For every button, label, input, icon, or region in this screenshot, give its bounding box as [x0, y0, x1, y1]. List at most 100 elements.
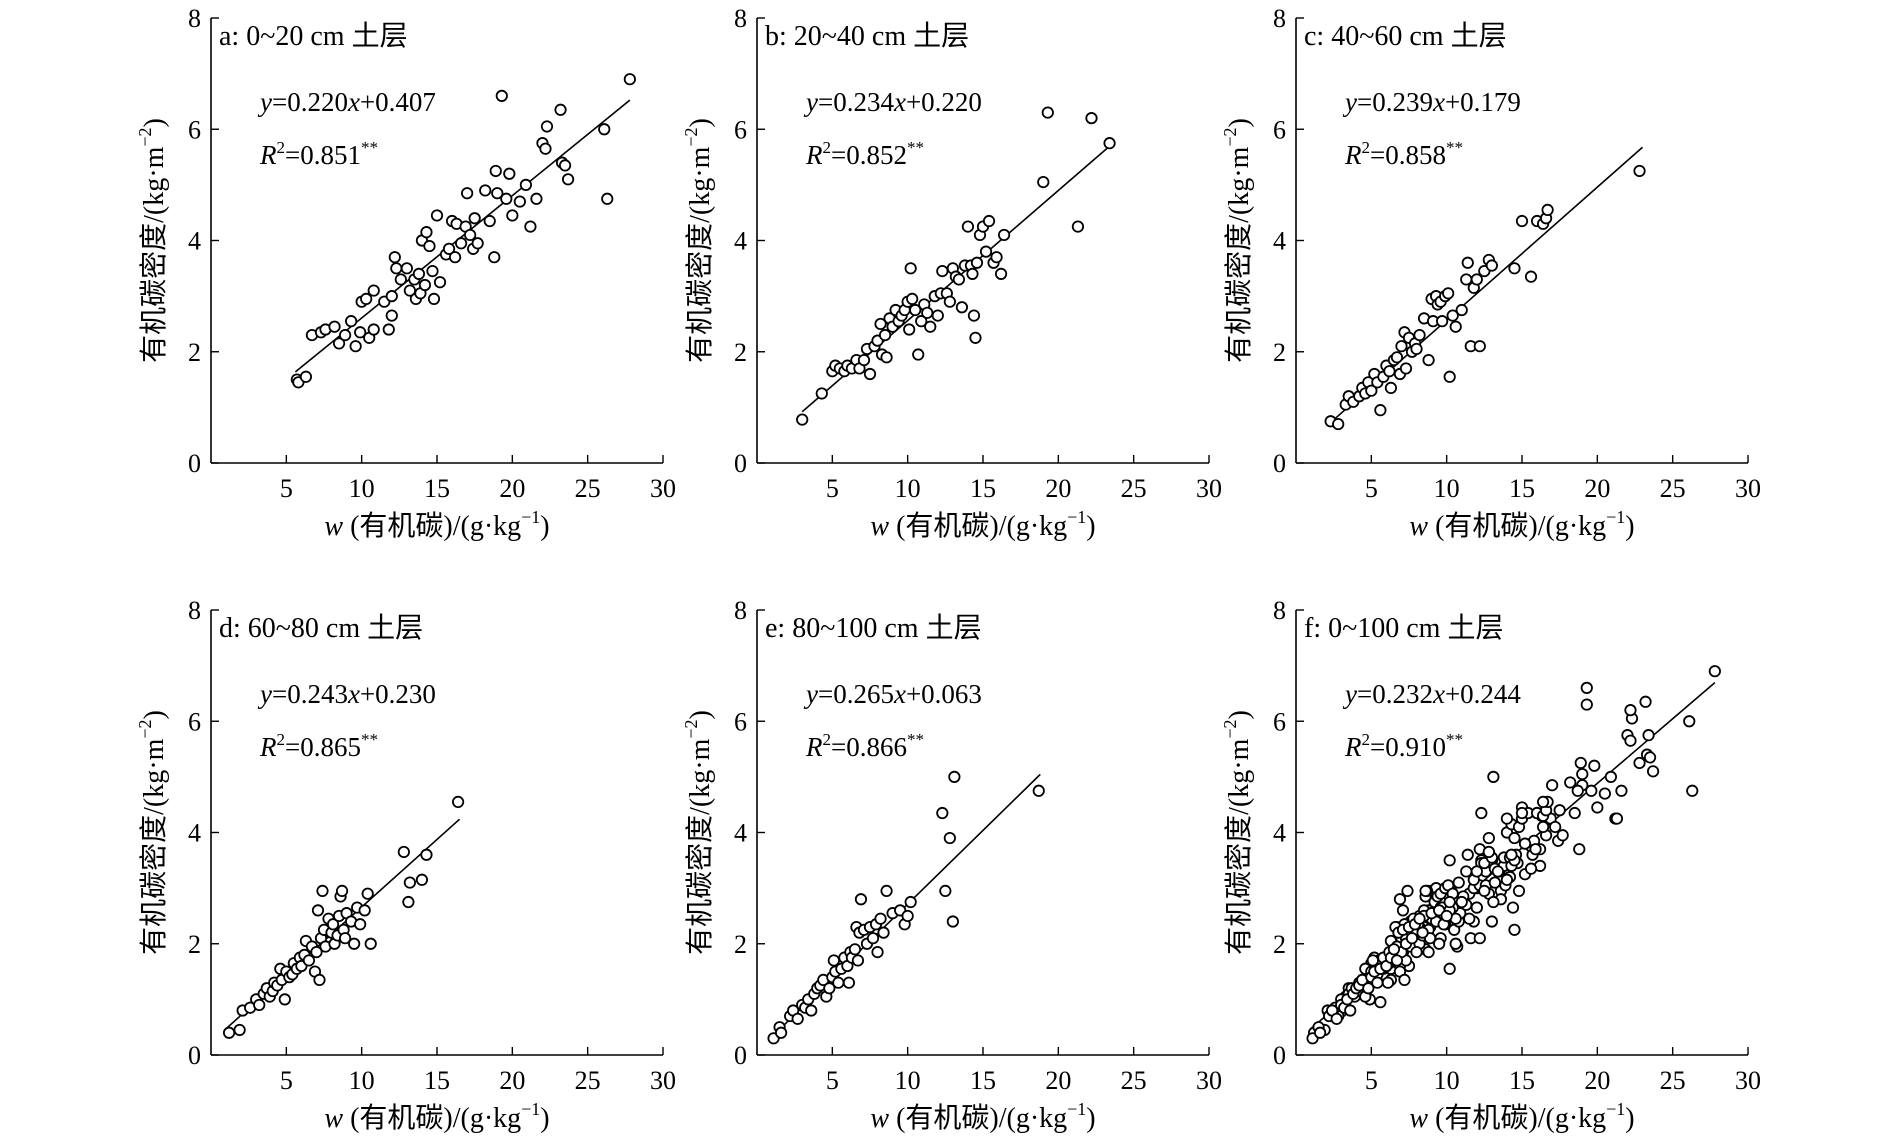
data-point [1506, 901, 1520, 914]
data-point [1422, 353, 1435, 367]
data-point [1419, 884, 1432, 898]
data-point [1390, 954, 1404, 967]
y-tick-label: 6 [1273, 115, 1286, 144]
y-axis-label: 有机碳密度/(kg·m−2) [681, 118, 716, 363]
data-point [488, 251, 501, 264]
x-tick-label: 10 [1434, 474, 1460, 503]
data-point [966, 267, 979, 280]
data-point [878, 328, 892, 342]
data-point [1515, 214, 1529, 228]
data-point [1568, 806, 1581, 820]
data-point [427, 292, 441, 306]
data-point [500, 192, 513, 205]
data-point [402, 895, 415, 909]
r-squared-label: R2=0.866** [805, 730, 924, 762]
r-squared-label: R2=0.852** [805, 138, 924, 170]
data-point [851, 954, 865, 967]
data-point [503, 167, 516, 180]
x-tick-label: 5 [280, 474, 293, 503]
data-point [1536, 795, 1550, 809]
data-point [854, 893, 868, 906]
x-tick-label: 5 [280, 1066, 293, 1095]
data-point [805, 1004, 818, 1017]
x-tick-label: 20 [1584, 1066, 1610, 1095]
data-point [1387, 943, 1401, 956]
data-point [1591, 801, 1604, 814]
y-tick-label: 6 [734, 707, 747, 736]
data-point [361, 887, 374, 900]
y-tick-label: 0 [188, 449, 201, 478]
y-axis-label: 有机碳密度/(kg·m−2) [135, 118, 170, 363]
regression-equation: y=0.234x+0.220 [803, 87, 982, 117]
x-tick-label: 10 [895, 1066, 921, 1095]
data-point [415, 873, 429, 886]
y-tick-label: 2 [734, 930, 747, 959]
data-point [1487, 770, 1500, 783]
x-tick-label: 30 [650, 474, 676, 503]
data-point [278, 993, 291, 1006]
data-point [1422, 945, 1435, 959]
panel-d: 5 10 15 20 25 30 0 2 4 6 8 d: 60~80 cm 土层 y=0.243x+0… [135, 596, 676, 1134]
data-point [904, 262, 917, 275]
data-point [233, 1023, 246, 1037]
data-point [332, 337, 346, 350]
panel-label: f: 0~100 cm 土层 [1304, 612, 1503, 644]
data-point [1398, 973, 1411, 987]
data-point [1452, 876, 1465, 889]
x-tick-label: 15 [424, 1066, 450, 1095]
data-point [354, 326, 367, 339]
data-point [877, 926, 890, 939]
x-tick-label: 15 [1509, 474, 1535, 503]
data-point [1633, 164, 1646, 178]
data-point [1524, 862, 1538, 875]
data-point [338, 328, 352, 342]
data-point [316, 884, 329, 898]
data-point [1615, 784, 1628, 797]
data-point [1461, 848, 1474, 861]
x-tick-label: 15 [1509, 1066, 1535, 1095]
y-tick-label: 6 [1273, 707, 1286, 736]
y-tick-label: 8 [188, 596, 201, 625]
r-squared-label: R2=0.910** [1344, 730, 1463, 762]
data-point [906, 292, 919, 306]
data-point [1314, 1026, 1327, 1039]
data-point [1473, 932, 1486, 945]
data-point [455, 237, 468, 250]
y-tick-label: 8 [1273, 4, 1286, 33]
data-point [385, 309, 398, 322]
x-tick-label: 15 [970, 1066, 996, 1095]
data-point [420, 848, 433, 861]
data-point [1405, 932, 1419, 945]
data-point [313, 973, 326, 987]
data-point [464, 228, 477, 242]
regression-equation: y=0.243x+0.230 [257, 679, 436, 709]
x-tick-label: 10 [1434, 1066, 1460, 1095]
data-point [880, 884, 893, 898]
data-point [1573, 843, 1586, 856]
x-tick-label: 20 [1045, 1066, 1071, 1095]
data-point [1332, 417, 1345, 431]
x-axis-label: w (有机碳)/(g·kg−1) [324, 1099, 549, 1134]
data-point [915, 315, 928, 328]
data-point [1401, 884, 1414, 898]
data-point [530, 192, 543, 205]
data-point [1449, 937, 1462, 950]
data-point [1381, 976, 1395, 989]
data-point [1371, 976, 1384, 989]
x-tick-label: 20 [499, 474, 525, 503]
data-point [397, 845, 410, 859]
data-point [1524, 270, 1538, 283]
regression-equation: y=0.239x+0.179 [1342, 87, 1521, 117]
data-point [1686, 784, 1699, 797]
data-point [1399, 362, 1413, 375]
data-point [982, 214, 996, 228]
data-point [842, 976, 856, 989]
data-point [1383, 365, 1396, 378]
data-point [385, 290, 398, 303]
data-point [943, 295, 956, 308]
data-point [874, 317, 887, 331]
data-point [946, 915, 959, 928]
data-point [1604, 770, 1617, 783]
data-point [1460, 273, 1473, 286]
x-axis-label: w (有机碳)/(g·kg−1) [1409, 507, 1634, 542]
